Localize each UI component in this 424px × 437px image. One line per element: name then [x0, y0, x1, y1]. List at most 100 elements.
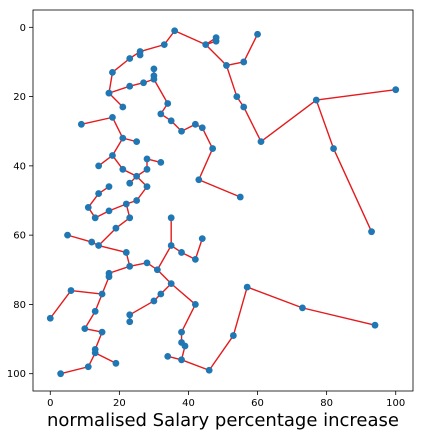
data-point — [126, 82, 134, 90]
data-point — [126, 179, 134, 187]
x-tick-label: 20 — [113, 398, 126, 409]
connector-segment — [180, 304, 196, 333]
data-point — [88, 238, 96, 246]
data-point — [95, 242, 103, 249]
y-tick-label: 100 — [7, 369, 26, 380]
data-point — [105, 183, 113, 191]
data-point — [178, 356, 185, 364]
data-point — [202, 41, 210, 49]
segments-layer — [49, 30, 396, 375]
data-point — [223, 62, 230, 69]
data-point — [150, 75, 158, 83]
connector-segment — [156, 245, 172, 271]
data-point — [191, 120, 199, 128]
data-point — [160, 41, 168, 49]
data-point — [143, 165, 151, 173]
data-point — [191, 255, 199, 263]
data-point — [257, 138, 265, 146]
data-point — [126, 262, 134, 270]
data-point — [91, 214, 99, 222]
connector-segment — [198, 179, 241, 198]
points-layer — [46, 27, 400, 378]
connector-segment — [153, 78, 169, 104]
data-point — [109, 68, 116, 76]
connector-segment — [201, 127, 214, 149]
data-point — [254, 30, 261, 38]
connector-segment — [129, 300, 155, 316]
data-point — [368, 228, 375, 236]
connector-segment — [243, 33, 259, 63]
y-tick-label: 20 — [13, 92, 26, 103]
data-point — [109, 113, 116, 121]
data-point — [330, 145, 337, 152]
y-tick-label: 0 — [20, 23, 26, 34]
data-point — [119, 103, 127, 111]
data-point — [95, 190, 103, 197]
data-point — [119, 134, 127, 142]
x-axis: 0 20 40 60 80 100 — [47, 391, 405, 409]
data-point — [57, 370, 65, 378]
y-tick-label: 80 — [13, 300, 26, 311]
connector-segment — [332, 148, 373, 232]
data-point — [157, 159, 165, 166]
data-point — [126, 55, 134, 62]
connector-segment — [70, 289, 103, 295]
data-point — [191, 301, 199, 308]
data-point — [243, 283, 251, 291]
data-point — [105, 207, 113, 215]
data-point — [205, 366, 213, 374]
data-point — [95, 162, 103, 170]
connector-segment — [60, 366, 89, 375]
connector-segment — [246, 286, 303, 309]
data-point — [229, 332, 237, 339]
y-tick-label: 40 — [13, 161, 26, 172]
data-point — [122, 200, 130, 208]
x-tick-label: 0 — [47, 398, 53, 409]
data-point — [240, 58, 248, 66]
x-tick-label: 60 — [251, 398, 264, 409]
data-point — [112, 359, 120, 367]
data-point — [133, 138, 141, 146]
connector-segment — [225, 65, 238, 97]
data-point — [164, 100, 172, 107]
data-point — [240, 103, 248, 111]
data-point — [133, 197, 141, 204]
data-point — [157, 110, 165, 118]
x-tick-label: 100 — [386, 398, 405, 409]
data-point — [136, 51, 144, 59]
connector-segment — [108, 265, 130, 274]
data-point — [212, 37, 220, 45]
data-point — [119, 165, 127, 173]
data-point — [153, 266, 161, 274]
data-point — [143, 183, 151, 191]
connector-segment — [316, 88, 396, 101]
connector-segment — [198, 148, 214, 181]
connector-segment — [243, 106, 262, 142]
connector-segment — [170, 283, 196, 305]
data-point — [371, 321, 379, 329]
connector-segment — [98, 244, 127, 254]
data-point — [167, 117, 175, 125]
data-point — [178, 328, 185, 336]
data-point — [133, 172, 141, 180]
data-point — [178, 249, 185, 256]
x-axis-title: normalised Salary percentage increase — [47, 410, 399, 431]
y-axis: 0 20 40 60 80 100 — [7, 23, 33, 380]
data-point — [143, 259, 151, 267]
connector-segment — [108, 85, 130, 94]
connector-segment — [108, 72, 114, 94]
data-point — [109, 152, 116, 159]
data-point — [91, 346, 99, 353]
connector-segment — [139, 43, 165, 53]
data-point — [126, 214, 134, 222]
connector-segment — [208, 335, 234, 371]
data-point — [198, 235, 206, 243]
data-point — [143, 155, 151, 163]
data-point — [46, 314, 54, 322]
data-point — [67, 287, 75, 294]
data-point — [126, 311, 134, 319]
data-point — [198, 124, 206, 132]
data-point — [167, 280, 175, 288]
data-point — [112, 224, 120, 232]
